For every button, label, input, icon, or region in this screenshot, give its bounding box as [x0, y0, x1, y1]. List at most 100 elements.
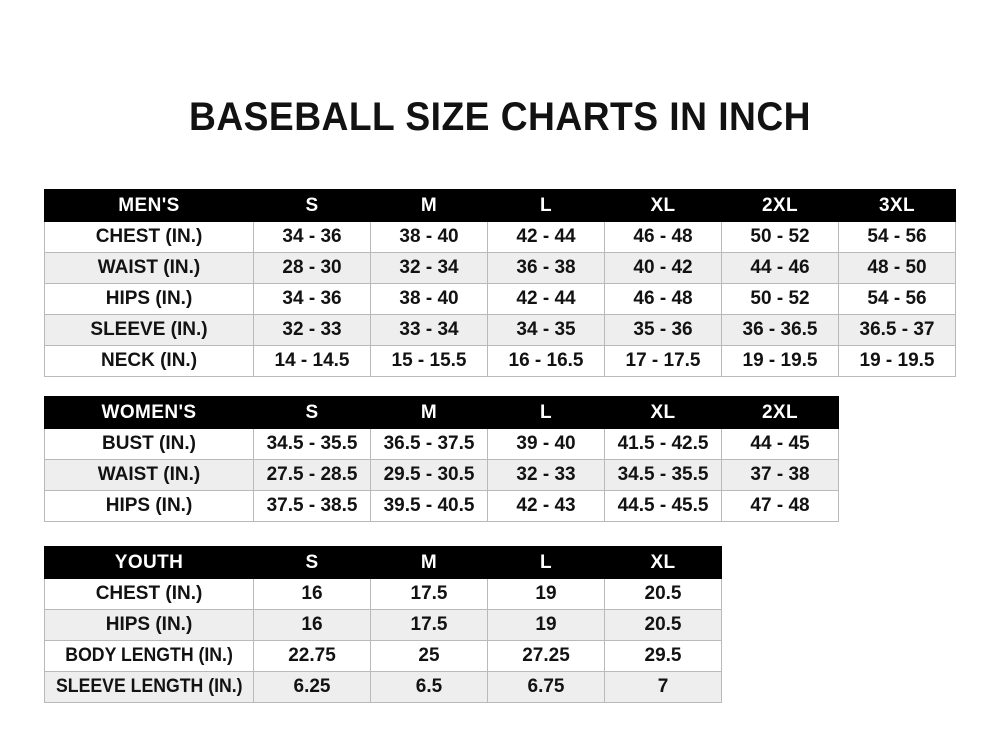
measurement-value: 34 - 35 — [487, 314, 605, 346]
measurement-label-text: CHEST (IN.) — [95, 583, 203, 604]
size-header-s: S — [253, 189, 371, 222]
measurement-value: 39 - 40 — [487, 428, 605, 460]
size-header-xl: XL — [604, 396, 722, 429]
measurement-value: 29.5 - 30.5 — [370, 459, 488, 491]
measurement-value: 20.5 — [604, 578, 722, 610]
table-row: CHEST (IN.) 16 17.5 19 20.5 — [44, 578, 722, 610]
measurement-value: 25 — [370, 640, 488, 672]
size-header-l: L — [487, 546, 605, 579]
measurement-value: 38 - 40 — [370, 221, 488, 253]
measurement-value: 54 - 56 — [838, 283, 956, 315]
measurement-value: 48 - 50 — [838, 252, 956, 284]
measurement-value: 39.5 - 40.5 — [370, 490, 488, 522]
table-row: WAIST (IN.) 28 - 30 32 - 34 36 - 38 40 - 42 4… — [44, 252, 956, 284]
measurement-value: 16 — [253, 578, 371, 610]
size-header-s: S — [253, 546, 371, 579]
table-header-row: MEN'S S M L XL 2XL 3XL — [44, 189, 956, 222]
measurement-label-text: BUST (IN.) — [102, 433, 196, 454]
table-row: WAIST (IN.) 27.5 - 28.5 29.5 - 30.5 32 - 33… — [44, 459, 839, 491]
measurement-value: 44 - 45 — [721, 428, 839, 460]
measurement-label-text: HIPS (IN.) — [105, 288, 193, 309]
measurement-value: 36 - 36.5 — [721, 314, 839, 346]
measurement-value: 22.75 — [253, 640, 371, 672]
table-row: HIPS (IN.) 16 17.5 19 20.5 — [44, 609, 722, 641]
measurement-value: 19 — [487, 578, 605, 610]
measurement-value: 54 - 56 — [838, 221, 956, 253]
measurement-value: 38 - 40 — [370, 283, 488, 315]
size-header-3xl: 3XL — [838, 189, 956, 222]
measurement-label: CHEST (IN.) — [44, 221, 254, 253]
measurement-value: 44.5 - 45.5 — [604, 490, 722, 522]
measurement-value: 28 - 30 — [253, 252, 371, 284]
measurement-value: 6.25 — [253, 671, 371, 703]
measurement-value: 27.25 — [487, 640, 605, 672]
size-header-l: L — [487, 189, 605, 222]
measurement-label-text: NECK (IN.) — [100, 350, 198, 371]
measurement-value: 33 - 34 — [370, 314, 488, 346]
measurement-value: 17.5 — [370, 609, 488, 641]
measurement-value: 47 - 48 — [721, 490, 839, 522]
measurement-value: 50 - 52 — [721, 221, 839, 253]
size-header-s: S — [253, 396, 371, 429]
measurement-value: 16 - 16.5 — [487, 345, 605, 377]
measurement-value: 36.5 - 37 — [838, 314, 956, 346]
measurement-value: 36 - 38 — [487, 252, 605, 284]
measurement-value: 50 - 52 — [721, 283, 839, 315]
measurement-value: 32 - 33 — [253, 314, 371, 346]
measurement-label-text: BODY LENGTH (IN.) — [65, 645, 233, 666]
measurement-value: 15 - 15.5 — [370, 345, 488, 377]
measurement-value: 14 - 14.5 — [253, 345, 371, 377]
measurement-value: 19 — [487, 609, 605, 641]
measurement-label-text: WAIST (IN.) — [97, 257, 201, 278]
size-header-2xl: 2XL — [721, 189, 839, 222]
mens-size-table: MEN'S S M L XL 2XL 3XL CHEST (IN.) 34 - 36 38 - 4… — [44, 189, 956, 377]
table-header-row: WOMEN'S S M L XL 2XL — [44, 396, 839, 429]
measurement-label-text: SLEEVE (IN.) — [90, 319, 208, 340]
table-row: NECK (IN.) 14 - 14.5 15 - 15.5 16 - 16.5 17 … — [44, 345, 956, 377]
measurement-label-text: SLEEVE LENGTH (IN.) — [55, 676, 243, 697]
table-header-row: YOUTH S M L XL — [44, 546, 722, 579]
measurement-value: 37 - 38 — [721, 459, 839, 491]
size-header-2xl: 2XL — [721, 396, 839, 429]
measurement-label: HIPS (IN.) — [44, 490, 254, 522]
size-header-l: L — [487, 396, 605, 429]
measurement-value: 32 - 34 — [370, 252, 488, 284]
table-row: SLEEVE LENGTH (IN.) 6.25 6.5 6.75 7 — [44, 671, 722, 703]
measurement-value: 34 - 36 — [253, 221, 371, 253]
size-header-xl: XL — [604, 546, 722, 579]
measurement-value: 32 - 33 — [487, 459, 605, 491]
womens-size-table: WOMEN'S S M L XL 2XL BUST (IN.) 34.5 - 35.5 36.5… — [44, 396, 839, 522]
category-header-youth: YOUTH — [44, 546, 254, 579]
measurement-value: 46 - 48 — [604, 221, 722, 253]
measurement-label-text: HIPS (IN.) — [105, 495, 193, 516]
measurement-value: 19 - 19.5 — [838, 345, 956, 377]
measurement-label-text: CHEST (IN.) — [95, 226, 203, 247]
measurement-value: 42 - 44 — [487, 283, 605, 315]
table-row: HIPS (IN.) 34 - 36 38 - 40 42 - 44 46 - 48 50… — [44, 283, 956, 315]
page-title: BASEBALL SIZE CHARTS IN INCH — [188, 94, 812, 139]
measurement-value: 6.75 — [487, 671, 605, 703]
measurement-label: HIPS (IN.) — [44, 283, 254, 315]
size-header-m: M — [370, 189, 488, 222]
measurement-label-text: WAIST (IN.) — [97, 464, 201, 485]
measurement-value: 44 - 46 — [721, 252, 839, 284]
measurement-value: 7 — [604, 671, 722, 703]
measurement-value: 20.5 — [604, 609, 722, 641]
measurement-value: 42 - 44 — [487, 221, 605, 253]
measurement-label: WAIST (IN.) — [44, 252, 254, 284]
measurement-label-text: HIPS (IN.) — [105, 614, 193, 635]
measurement-value: 40 - 42 — [604, 252, 722, 284]
measurement-label: HIPS (IN.) — [44, 609, 254, 641]
measurement-label: BODY LENGTH (IN.) — [44, 640, 254, 672]
youth-size-table: YOUTH S M L XL CHEST (IN.) 16 17.5 19 20.5 HIPS (I… — [44, 546, 722, 703]
measurement-value: 16 — [253, 609, 371, 641]
measurement-value: 6.5 — [370, 671, 488, 703]
category-header-men: MEN'S — [44, 189, 254, 222]
measurement-value: 19 - 19.5 — [721, 345, 839, 377]
measurement-value: 17 - 17.5 — [604, 345, 722, 377]
measurement-value: 41.5 - 42.5 — [604, 428, 722, 460]
size-header-m: M — [370, 546, 488, 579]
measurement-label: SLEEVE LENGTH (IN.) — [44, 671, 254, 703]
measurement-value: 37.5 - 38.5 — [253, 490, 371, 522]
